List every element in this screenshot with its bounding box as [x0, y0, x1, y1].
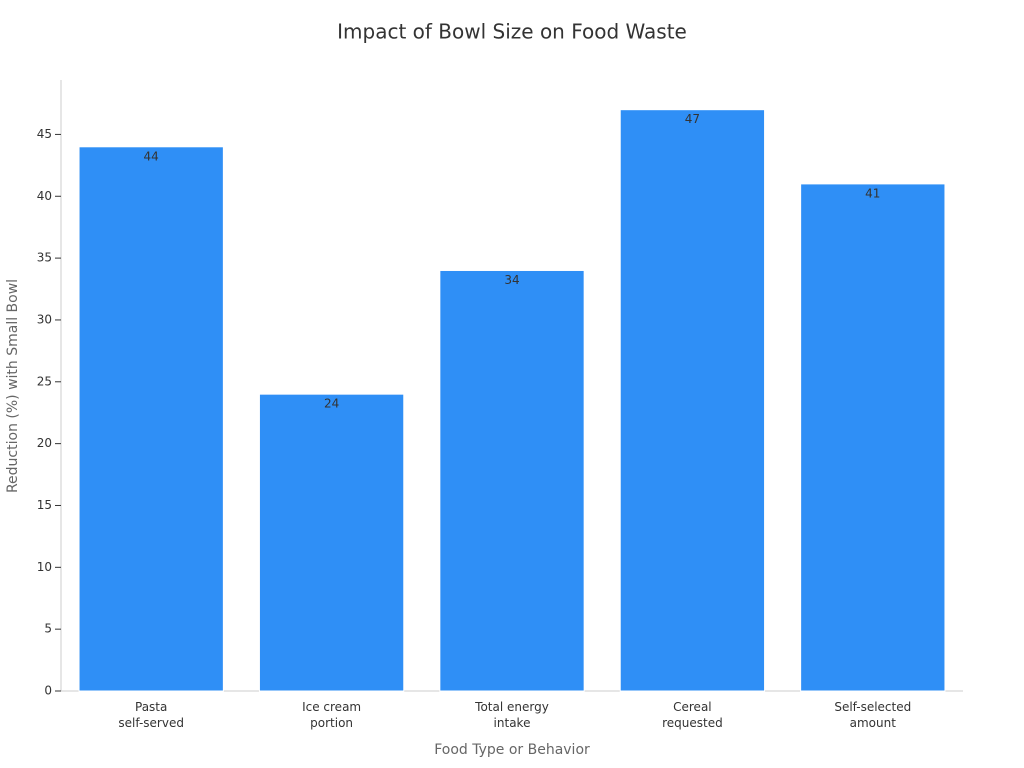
value-label: 41	[865, 186, 880, 200]
bar	[619, 109, 766, 692]
chart-title: Impact of Bowl Size on Food Waste	[337, 20, 687, 44]
value-label: 24	[324, 397, 339, 411]
value-label: 47	[685, 112, 700, 126]
y-tick-label: 5	[44, 622, 52, 636]
bar	[439, 269, 585, 692]
y-tick-label: 45	[37, 127, 52, 141]
value-label: 44	[144, 149, 159, 163]
y-tick-label: 20	[37, 436, 52, 450]
x-tick-label: Pasta self-served	[118, 700, 184, 730]
y-tick-label: 40	[37, 189, 52, 203]
y-tick-label: 30	[37, 312, 52, 326]
x-tick-label: Self-selected amount	[834, 700, 912, 730]
bar	[800, 183, 946, 692]
y-tick-label: 25	[37, 374, 52, 388]
x-tick-label: Cereal requested	[662, 700, 723, 730]
bar	[258, 393, 405, 692]
y-tick-label: 35	[37, 251, 52, 265]
x-axis-label: Food Type or Behavior	[434, 742, 590, 758]
bar	[78, 146, 224, 692]
y-tick-label: 15	[37, 498, 52, 512]
y-tick-label: 0	[44, 684, 52, 698]
value-label: 34	[504, 273, 519, 287]
y-tick-label: 10	[37, 560, 52, 574]
y-axis-label: Reduction (%) with Small Bowl	[5, 279, 21, 493]
x-tick-label: Ice cream portion	[302, 700, 362, 730]
x-tick-label: Total energy intake	[475, 700, 549, 730]
